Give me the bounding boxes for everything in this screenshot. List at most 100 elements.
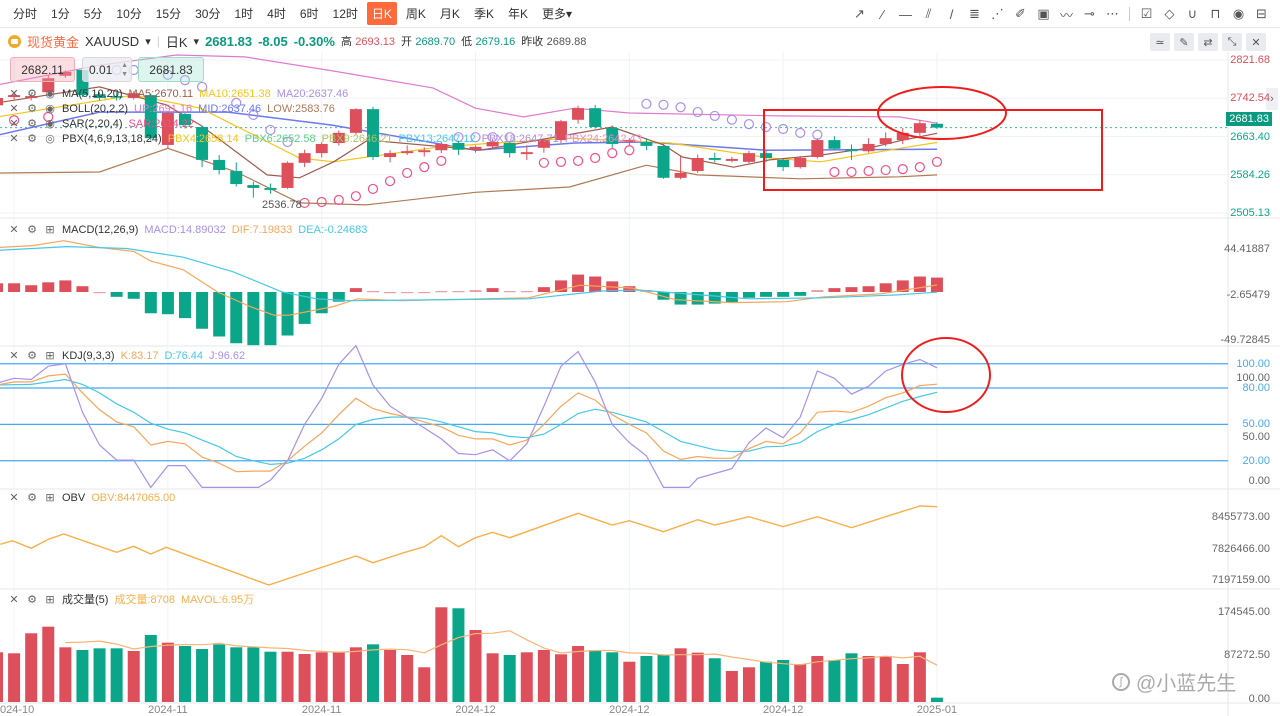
picture-icon[interactable]: ▣ — [1037, 6, 1050, 21]
fan-icon[interactable]: ⋰ — [991, 6, 1004, 21]
gear-icon[interactable]: ⚙ — [27, 133, 37, 145]
period-tab[interactable]: 分时 — [13, 7, 38, 21]
period-tab[interactable]: 周K — [405, 7, 426, 21]
path-icon[interactable]: 〰 — [1059, 7, 1073, 23]
gear-icon[interactable]: ⚙ — [27, 88, 37, 100]
buy-price-box[interactable]: 2681.83 — [138, 57, 204, 82]
period-tab[interactable]: 月K — [439, 7, 460, 21]
sar-point — [384, 176, 396, 187]
gear-icon[interactable]: ⚙ — [27, 118, 37, 130]
volume-bar — [213, 644, 226, 702]
eye-off-icon[interactable]: ◎ — [45, 133, 55, 145]
sar-point — [196, 81, 208, 93]
price-line-icon[interactable]: ⊸ — [1084, 6, 1095, 21]
stepper-arrows-icon[interactable]: ▲ ▼ — [121, 61, 128, 78]
candle-body — [401, 151, 414, 154]
price-change-pct: -0.30% — [293, 33, 335, 49]
trash-icon[interactable]: ⊟ — [1256, 6, 1267, 21]
symbol-dropdown-icon[interactable]: ▾ — [145, 35, 151, 48]
candle-body — [725, 158, 738, 161]
symbol-code[interactable]: XAUUSD — [85, 33, 140, 49]
candle-body — [247, 185, 260, 188]
more-icon[interactable]: ⋯ — [1106, 6, 1119, 21]
period-select[interactable]: 日K — [165, 34, 188, 50]
eye-icon[interactable]: ◉ — [45, 118, 55, 130]
sar-point — [829, 166, 840, 178]
sar-point — [590, 152, 601, 164]
segment-icon[interactable]: / — [949, 6, 954, 22]
macd-bar — [418, 292, 431, 294]
gear-icon[interactable]: ⚙ — [27, 224, 37, 236]
eye-icon[interactable]: ◉ — [45, 88, 55, 100]
expand-icon[interactable]: ⊞ — [45, 492, 55, 504]
period-dropdown-icon[interactable]: ▾ — [193, 35, 200, 48]
quantity-stepper[interactable]: 0.01 ▲ ▼ — [82, 57, 132, 82]
gear-icon[interactable]: ⚙ — [27, 593, 37, 606]
kdj-reference-label: 80.00 — [1242, 382, 1270, 394]
close-icon[interactable]: ✕ — [9, 593, 19, 606]
note-icon[interactable]: ☑ — [1140, 6, 1153, 21]
compare-button[interactable]: ⇄ — [1198, 33, 1218, 51]
sell-price-box[interactable]: 2682.11 — [10, 57, 75, 82]
close-icon[interactable]: ✕ — [9, 133, 19, 145]
indicator-button[interactable]: ≃ — [1150, 33, 1170, 51]
close-icon[interactable]: ✕ — [9, 118, 19, 130]
gear-icon[interactable]: ⚙ — [27, 350, 37, 362]
close-icon[interactable]: ✕ — [9, 224, 19, 236]
expand-icon[interactable]: ⊞ — [45, 224, 55, 236]
macd-bar — [0, 283, 3, 292]
eraser-icon[interactable]: ◇ — [1164, 6, 1175, 21]
period-tab[interactable]: 4时 — [267, 7, 286, 21]
macd-bar — [486, 288, 499, 292]
candle-body — [896, 132, 909, 141]
expand-arrow-icon[interactable]: › — [1266, 88, 1278, 110]
time-axis-label: 2024-10 — [0, 704, 35, 716]
fullscreen-button[interactable]: ⤡ — [1222, 33, 1242, 51]
lock-icon[interactable]: ⊓ — [1210, 6, 1221, 21]
gear-icon[interactable]: ⚙ — [27, 103, 37, 115]
close-icon[interactable]: ✕ — [9, 88, 19, 100]
sar-point — [572, 155, 584, 166]
period-tab[interactable]: 日K — [366, 2, 397, 25]
eye-icon[interactable]: ◉ — [1232, 6, 1245, 21]
macd-bar — [59, 280, 72, 292]
close-chart-button[interactable]: ✕ — [1246, 33, 1266, 51]
sar-point — [760, 121, 772, 133]
draw-button[interactable]: ✎ — [1174, 33, 1194, 51]
period-tab[interactable]: 15分 — [155, 7, 182, 21]
period-tab[interactable]: 12时 — [332, 7, 358, 21]
pbx-name: PBX(4,6,9,13,18,24) — [62, 132, 162, 145]
horizontal-line-icon[interactable]: — — [899, 6, 912, 22]
gear-icon[interactable]: ⚙ — [27, 492, 37, 504]
volume-bar — [657, 654, 670, 702]
period-tab[interactable]: 5分 — [83, 7, 103, 21]
close-icon[interactable]: ✕ — [9, 492, 19, 504]
period-tab[interactable]: 6时 — [299, 7, 319, 21]
ray-icon[interactable]: ⁄ — [881, 6, 884, 22]
close-icon[interactable]: ✕ — [9, 103, 19, 115]
parallel-channel-icon[interactable]: ⫽ — [925, 6, 932, 21]
period-tab[interactable]: 30分 — [195, 7, 221, 21]
fibonacci-icon[interactable]: ≣ — [969, 6, 980, 21]
period-tab[interactable]: 1分 — [51, 7, 70, 21]
symbol-name[interactable]: 现货黄金 — [27, 34, 80, 50]
magnet-icon[interactable]: ∪ — [1187, 6, 1198, 21]
obv-line — [0, 505, 938, 586]
sar-point — [812, 129, 823, 140]
close-icon[interactable]: ✕ — [9, 350, 19, 362]
period-tab[interactable]: 更多▾ — [541, 7, 572, 21]
period-tab[interactable]: 10分 — [116, 7, 142, 21]
expand-icon[interactable]: ⊞ — [45, 350, 55, 362]
period-tab[interactable]: 季K — [473, 7, 494, 21]
trend-line-icon[interactable]: ↗ — [854, 6, 865, 21]
quantity-value[interactable]: 0.01 — [89, 62, 113, 77]
price-axis-label: 2505.13 — [1230, 207, 1270, 220]
period-tab[interactable]: 1时 — [234, 7, 254, 21]
expand-icon[interactable]: ⊞ — [45, 593, 55, 606]
eye-icon[interactable]: ◉ — [45, 103, 55, 115]
brush-icon[interactable]: ✐ — [1015, 6, 1026, 21]
obv-axis-label: 7197159.00 — [1211, 574, 1270, 586]
period-tab[interactable]: 年K — [507, 7, 528, 21]
volume-bar — [401, 654, 414, 702]
